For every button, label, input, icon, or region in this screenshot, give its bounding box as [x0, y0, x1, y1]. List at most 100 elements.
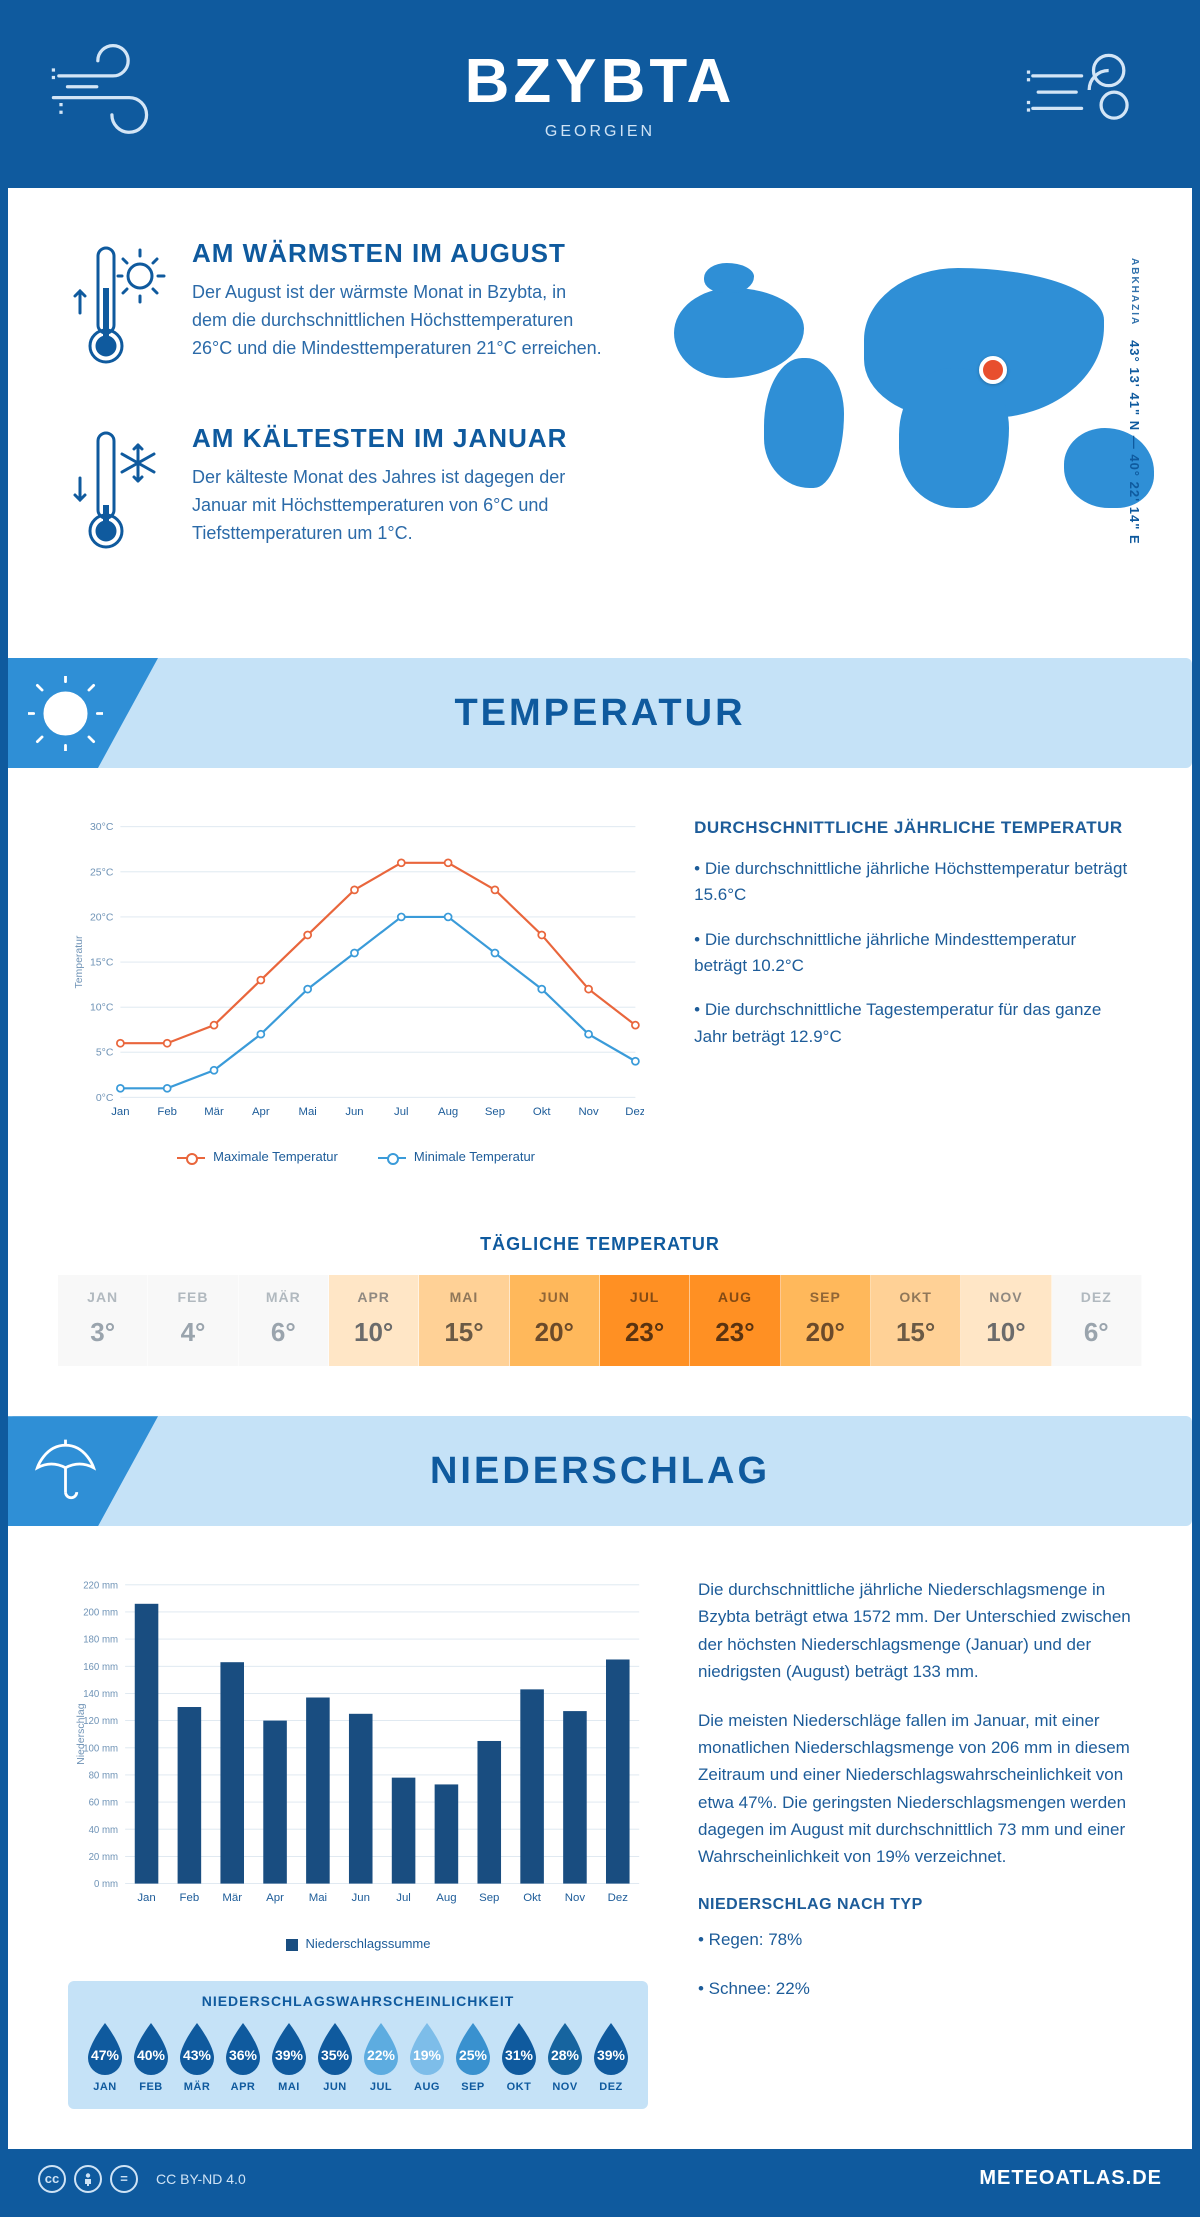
precip-prob-drop: 22% JUL [358, 2021, 404, 2093]
svg-text:200 mm: 200 mm [83, 1608, 118, 1619]
license-text: CC BY-ND 4.0 [156, 2171, 246, 2187]
page-title: BZYBTA [178, 46, 1022, 117]
svg-text:25°C: 25°C [90, 867, 114, 878]
temp-note-line: • Die durchschnittliche Tagestemperatur … [694, 997, 1132, 1050]
daily-temp-cell: JUL23° [600, 1275, 690, 1366]
svg-text:30°C: 30°C [90, 822, 114, 833]
svg-text:Mai: Mai [309, 1892, 327, 1904]
coldest-block: AM KÄLTESTEN IM JANUAR Der kälteste Mona… [68, 423, 604, 568]
svg-text:5°C: 5°C [96, 1048, 114, 1059]
coordinates-label: ABKHAZIA 43° 13' 41" N — 40° 22' 14" E [1127, 258, 1142, 545]
daily-temp-cell: DEZ6° [1052, 1275, 1142, 1366]
temp-chart-legend: Maximale Temperatur Minimale Temperatur [68, 1149, 644, 1164]
temp-note-line: • Die durchschnittliche jährliche Mindes… [694, 927, 1132, 980]
svg-text:Apr: Apr [252, 1106, 270, 1118]
daily-temp-cell: NOV10° [961, 1275, 1051, 1366]
svg-text:0°C: 0°C [96, 1093, 114, 1104]
footer-bar: cc = CC BY-ND 4.0 METEOATLAS.DE [8, 2149, 1192, 2209]
svg-text:Mär: Mär [204, 1106, 224, 1118]
daily-temp-cell: JAN3° [58, 1275, 148, 1366]
precip-prob-drop: 35% JUN [312, 2021, 358, 2093]
svg-text:Temperatur: Temperatur [74, 935, 85, 988]
precip-type-line: • Regen: 78% [698, 1926, 1132, 1953]
svg-text:160 mm: 160 mm [83, 1662, 118, 1673]
precip-chart-legend: Niederschlagssumme [68, 1936, 648, 1951]
daily-temp-title: TÄGLICHE TEMPERATUR [8, 1234, 1192, 1255]
svg-text:15°C: 15°C [90, 958, 114, 969]
daily-temp-cell: AUG23° [690, 1275, 780, 1366]
svg-text:Jan: Jan [111, 1106, 129, 1118]
warmest-text: Der August ist der wärmste Monat in Bzyb… [192, 279, 604, 363]
precip-type-title: NIEDERSCHLAG NACH TYP [698, 1892, 1132, 1918]
daily-temp-cell: APR10° [329, 1275, 419, 1366]
svg-text:Dez: Dez [608, 1892, 629, 1904]
svg-text:Apr: Apr [266, 1892, 284, 1904]
precip-probability-box: NIEDERSCHLAGSWAHRSCHEINLICHKEIT 47% JAN … [68, 1981, 648, 2109]
temperature-line-chart: 0°C5°C10°C15°C20°C25°C30°CJanFebMärAprMa… [68, 818, 644, 1164]
svg-text:Feb: Feb [157, 1106, 177, 1118]
by-icon [74, 2165, 102, 2193]
precipitation-title: NIEDERSCHLAG [8, 1450, 1192, 1493]
precip-prob-drop: 36% APR [220, 2021, 266, 2093]
precip-prob-title: NIEDERSCHLAGSWAHRSCHEINLICHKEIT [82, 1993, 634, 2009]
precipitation-section-header: NIEDERSCHLAG [8, 1416, 1192, 1526]
precip-prob-drop: 25% SEP [450, 2021, 496, 2093]
svg-text:Mai: Mai [299, 1106, 317, 1118]
page-root: BZYBTA GEORGIEN [0, 0, 1200, 2217]
nd-icon: = [110, 2165, 138, 2193]
world-map-block: ABKHAZIA 43° 13' 41" N — 40° 22' 14" E [644, 238, 1132, 608]
svg-text:Aug: Aug [438, 1106, 458, 1118]
cc-icon: cc [38, 2165, 66, 2193]
temperature-notes: DURCHSCHNITTLICHE JÄHRLICHE TEMPERATUR •… [694, 818, 1132, 1164]
intro-section: AM WÄRMSTEN IM AUGUST Der August ist der… [8, 188, 1192, 648]
precip-note-1: Die durchschnittliche jährliche Niedersc… [698, 1576, 1132, 1685]
svg-text:Jul: Jul [394, 1106, 408, 1118]
svg-text:80 mm: 80 mm [89, 1771, 119, 1782]
svg-text:10°C: 10°C [90, 1003, 114, 1014]
precip-prob-drop: 47% JAN [82, 2021, 128, 2093]
svg-text:Nov: Nov [578, 1106, 598, 1118]
svg-text:0 mm: 0 mm [94, 1879, 118, 1890]
daily-temp-cell: SEP20° [781, 1275, 871, 1366]
temp-note-line: • Die durchschnittliche jährliche Höchst… [694, 856, 1132, 909]
temp-notes-title: DURCHSCHNITTLICHE JÄHRLICHE TEMPERATUR [694, 818, 1132, 838]
svg-text:Jun: Jun [345, 1106, 363, 1118]
svg-text:Aug: Aug [436, 1892, 456, 1904]
page-subtitle: GEORGIEN [178, 123, 1022, 141]
coldest-text: Der kälteste Monat des Jahres ist dagege… [192, 464, 604, 548]
svg-text:Jun: Jun [352, 1892, 370, 1904]
svg-text:120 mm: 120 mm [83, 1716, 118, 1727]
daily-temp-cell: MAI15° [419, 1275, 509, 1366]
svg-text:20 mm: 20 mm [89, 1852, 119, 1863]
svg-text:Nov: Nov [565, 1892, 586, 1904]
svg-text:Mär: Mär [222, 1892, 242, 1904]
precip-prob-drop: 39% DEZ [588, 2021, 634, 2093]
svg-text:Jul: Jul [396, 1892, 411, 1904]
wind-icon-right [1022, 38, 1152, 148]
warmest-block: AM WÄRMSTEN IM AUGUST Der August ist der… [68, 238, 604, 383]
svg-text:180 mm: 180 mm [83, 1635, 118, 1646]
wind-icon-left [48, 38, 178, 148]
daily-temp-table: JAN3°FEB4°MÄR6°APR10°MAI15°JUN20°JUL23°A… [58, 1275, 1142, 1366]
temperature-title: TEMPERATUR [8, 692, 1192, 735]
precip-note-2: Die meisten Niederschläge fallen im Janu… [698, 1707, 1132, 1870]
precipitation-notes: Die durchschnittliche jährliche Niedersc… [698, 1576, 1132, 2109]
coldest-title: AM KÄLTESTEN IM JANUAR [192, 423, 604, 454]
svg-text:Okt: Okt [533, 1106, 551, 1118]
site-name: METEOATLAS.DE [979, 2167, 1162, 2190]
daily-temp-cell: OKT15° [871, 1275, 961, 1366]
svg-text:Jan: Jan [137, 1892, 155, 1904]
thermometer-snow-icon [68, 423, 168, 568]
warmest-title: AM WÄRMSTEN IM AUGUST [192, 238, 604, 269]
daily-temp-cell: FEB4° [148, 1275, 238, 1366]
svg-text:220 mm: 220 mm [83, 1581, 118, 1592]
svg-text:Sep: Sep [485, 1106, 505, 1118]
precip-prob-drop: 19% AUG [404, 2021, 450, 2093]
svg-text:Dez: Dez [625, 1106, 644, 1118]
precipitation-bar-chart: 0 mm20 mm40 mm60 mm80 mm100 mm120 mm140 … [68, 1576, 648, 1951]
svg-text:Niederschlag: Niederschlag [75, 1704, 87, 1766]
precip-type-line: • Schnee: 22% [698, 1975, 1132, 2002]
svg-text:Okt: Okt [523, 1892, 542, 1904]
license-block: cc = CC BY-ND 4.0 [38, 2165, 246, 2193]
thermometer-sun-icon [68, 238, 168, 383]
